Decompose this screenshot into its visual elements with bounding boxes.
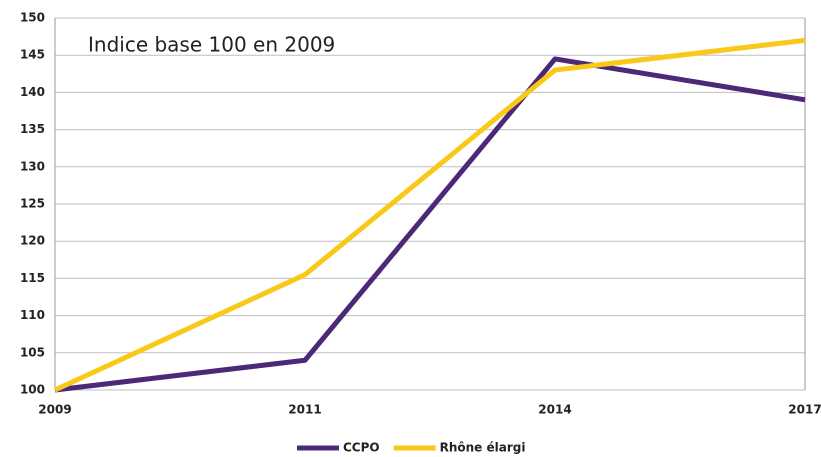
- legend-label: CCPO: [343, 441, 380, 455]
- line-series: [53, 37, 806, 393]
- y-tick-label: 135: [20, 122, 45, 136]
- y-tick-label: 110: [20, 308, 45, 322]
- y-tick-label: 145: [20, 48, 45, 62]
- line-series: [54, 56, 806, 393]
- y-tick-label: 140: [20, 85, 45, 99]
- x-tick-label: 2017: [788, 403, 821, 417]
- chart-title: Indice base 100 en 2009: [88, 33, 335, 57]
- y-tick-label: 100: [20, 383, 45, 397]
- y-tick-label: 125: [20, 197, 45, 211]
- y-tick-label: 150: [20, 11, 45, 25]
- x-tick-label: 2014: [538, 403, 571, 417]
- legend-label: Rhône élargi: [440, 441, 526, 455]
- y-tick-label: 130: [20, 159, 45, 173]
- y-tick-label: 105: [20, 345, 45, 359]
- y-tick-label: 115: [20, 271, 45, 285]
- x-tick-label: 2011: [288, 403, 321, 417]
- x-tick-label: 2009: [38, 403, 71, 417]
- y-tick-label: 120: [20, 234, 45, 248]
